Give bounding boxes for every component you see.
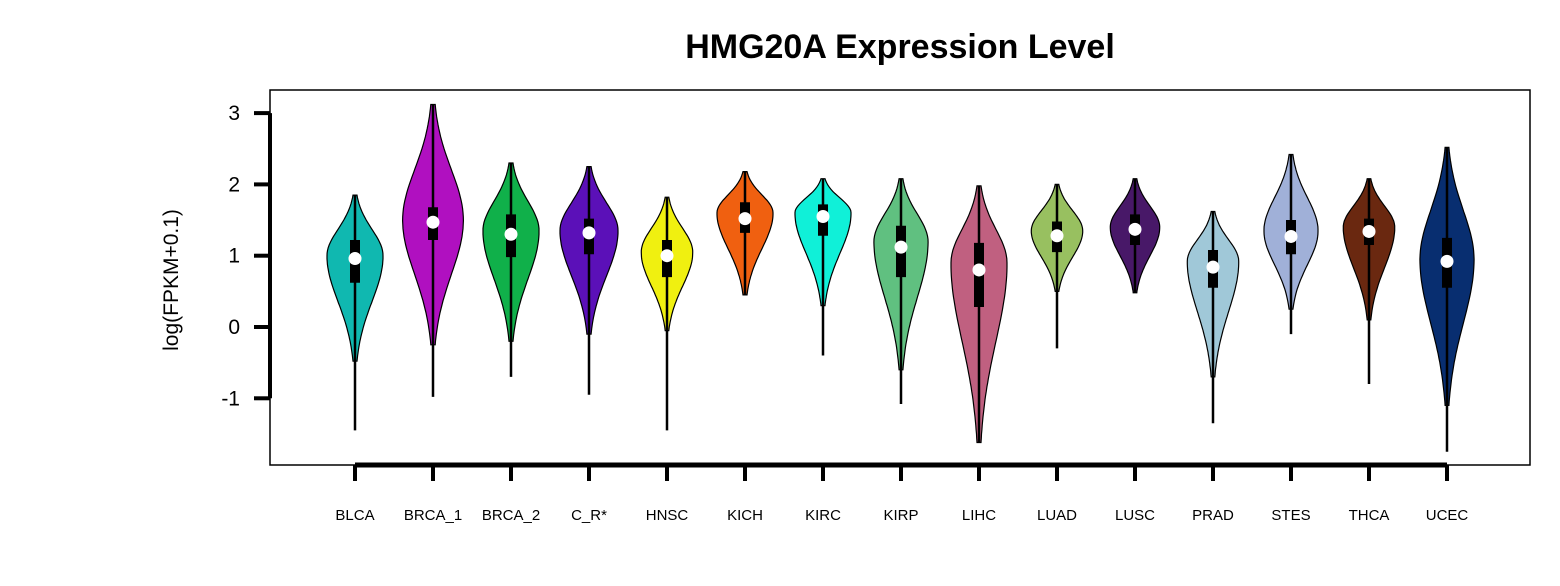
violin-prad — [1186, 210, 1240, 424]
violin-luad — [1030, 183, 1084, 349]
median-point — [348, 252, 362, 266]
x-tick-label: LUSC — [1115, 507, 1155, 524]
y-tick-label: 2 — [228, 173, 240, 196]
median-point — [1050, 229, 1064, 243]
y-tick-label: -1 — [221, 387, 240, 410]
x-tick-label: BRCA_2 — [482, 507, 540, 524]
violin-hnsc — [640, 196, 694, 431]
median-point — [1206, 260, 1220, 274]
violin-kirc — [794, 178, 852, 356]
median-point — [1440, 254, 1454, 268]
y-tick-label: 1 — [228, 245, 240, 268]
x-tick-label: LIHC — [962, 507, 996, 524]
x-tick-label: HNSC — [646, 507, 689, 524]
y-tick-label: 0 — [228, 316, 240, 339]
median-point — [894, 240, 908, 254]
x-tick-label: PRAD — [1192, 507, 1234, 524]
chart-title: HMG20A Expression Level — [685, 28, 1115, 66]
violins — [326, 103, 1475, 452]
x-tick-label: STES — [1271, 507, 1310, 524]
violin-lusc — [1109, 178, 1161, 294]
violin-thca — [1342, 178, 1396, 385]
violin-kich — [716, 171, 774, 296]
median-point — [660, 249, 674, 263]
x-tick-label: THCA — [1349, 507, 1390, 524]
violin-brca-2 — [482, 162, 540, 377]
median-point — [816, 209, 830, 223]
x-tick-label: UCEC — [1426, 507, 1469, 524]
x-tick-label: BRCA_1 — [404, 507, 462, 524]
violin-blca — [326, 194, 384, 431]
violin-c-r- — [559, 166, 619, 395]
y-axis-label: log(FPKM+0.1) — [160, 209, 183, 351]
violin-stes — [1263, 153, 1319, 335]
median-point — [1128, 222, 1142, 236]
median-point — [504, 227, 518, 241]
median-point — [1362, 224, 1376, 238]
median-point — [1284, 229, 1298, 243]
y-axis: -1 0 1 2 3 — [221, 102, 272, 410]
violin-ucec — [1419, 146, 1475, 452]
x-tick-label: KICH — [727, 507, 763, 524]
violin-lihc — [950, 185, 1008, 444]
violin-kirp — [873, 178, 929, 405]
x-tick-label: KIRC — [805, 507, 841, 524]
median-point — [972, 263, 986, 277]
x-axis: BLCA BRCA_1 BRCA_2 C_R* HNSC KICH KIRC KIRP LIHC… — [335, 462, 1469, 524]
x-tick-label: LUAD — [1037, 507, 1077, 524]
median-point — [426, 215, 440, 229]
y-tick-label: 3 — [228, 102, 240, 125]
x-tick-label: C_R* — [571, 507, 607, 524]
x-tick-label: BLCA — [335, 507, 374, 524]
violin-brca-1 — [401, 103, 465, 397]
x-tick-label: KIRP — [883, 507, 918, 524]
median-point — [738, 212, 752, 226]
median-point — [582, 226, 596, 240]
